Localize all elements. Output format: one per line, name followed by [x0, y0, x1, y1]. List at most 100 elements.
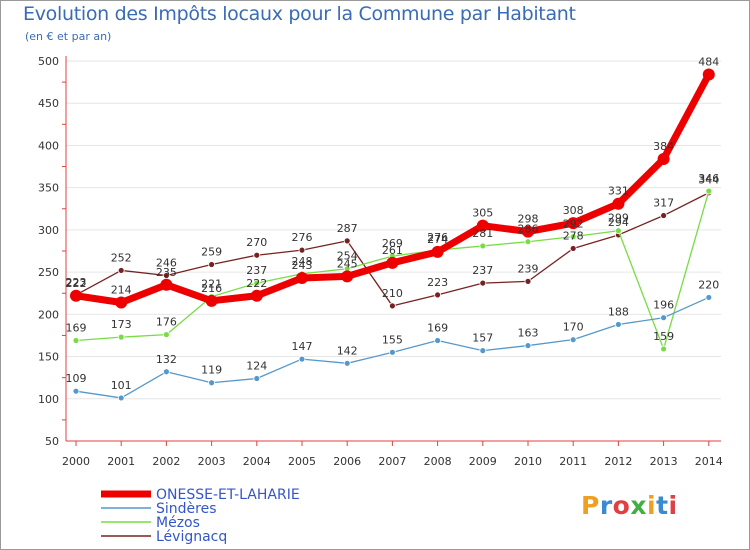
x-tick-label: 2009: [469, 455, 497, 468]
data-label: 270: [246, 236, 267, 249]
series-point: [567, 217, 580, 230]
series-point: [208, 379, 216, 387]
x-tick-label: 2005: [288, 455, 316, 468]
legend-label: Lévignacq: [156, 529, 227, 545]
data-label: 261: [382, 244, 403, 257]
y-tick-label: 250: [38, 266, 59, 279]
data-label: 142: [337, 344, 358, 357]
x-tick-label: 2011: [559, 455, 587, 468]
series-point: [615, 227, 622, 235]
series-point: [298, 246, 306, 254]
series-point: [388, 302, 396, 310]
data-label: 344: [698, 174, 719, 187]
series-point: [162, 368, 170, 376]
x-tick-label: 2010: [514, 455, 542, 468]
series-point: [702, 68, 715, 81]
data-label: 259: [201, 246, 222, 259]
data-label: 305: [472, 207, 493, 220]
y-tick-label: 150: [38, 351, 59, 364]
grid-layer: [66, 60, 721, 442]
series-point: [160, 278, 173, 291]
data-label: 237: [472, 264, 493, 277]
data-label: 220: [698, 278, 719, 291]
data-label: 292: [563, 218, 584, 231]
series-point: [386, 256, 399, 269]
data-label: 269: [382, 237, 403, 250]
series-point: [117, 394, 125, 402]
series-point: [569, 336, 577, 344]
data-label: 235: [156, 266, 177, 279]
series-point: [569, 233, 577, 241]
series-point: [434, 291, 442, 299]
data-label: 299: [608, 212, 629, 225]
series-point: [479, 279, 487, 287]
series-point: [431, 245, 444, 258]
data-label: 278: [563, 229, 584, 242]
data-label: 346: [698, 172, 719, 185]
data-label: 222: [66, 277, 87, 290]
data-label: 188: [608, 305, 629, 318]
series-point: [524, 277, 532, 285]
data-label: 109: [66, 372, 87, 385]
series-point: [479, 242, 487, 250]
data-label: 101: [111, 379, 132, 392]
data-label: 276: [292, 231, 313, 244]
y-tick-label: 200: [38, 308, 59, 321]
axes-layer: 50 100 150 200 250 300 350 400 450 500 2000 2001 200…: [38, 55, 723, 468]
data-label: 254: [337, 250, 358, 263]
series-point: [434, 337, 442, 344]
data-label: 210: [382, 287, 403, 300]
y-tick-label: 100: [38, 393, 59, 406]
data-label: 384: [653, 140, 674, 153]
series-point: [388, 348, 396, 356]
data-label: 237: [246, 264, 267, 277]
series-point: [657, 152, 670, 165]
data-label: 274: [427, 233, 448, 246]
series-point: [250, 289, 263, 302]
data-label: 276: [427, 231, 448, 244]
data-label: 169: [427, 322, 448, 335]
x-tick-label: 2001: [107, 455, 135, 468]
series-point: [524, 342, 532, 349]
data-label: 281: [472, 227, 493, 240]
series-point: [117, 333, 125, 341]
x-tick-label: 2004: [243, 455, 271, 468]
x-tick-label: 2003: [198, 455, 226, 468]
series-point: [705, 187, 713, 195]
data-label: 331: [608, 185, 629, 198]
x-tick-label: 2007: [378, 455, 406, 468]
series-point: [298, 355, 306, 363]
y-tick-label: 350: [38, 182, 59, 195]
series-point: [162, 331, 170, 339]
series-point: [522, 225, 534, 238]
data-label: 157: [472, 332, 493, 345]
data-labels-layer: 223 252 246 259 270 276 287 210 223 237 239 278 294 3…: [66, 56, 720, 392]
data-label: 163: [518, 327, 539, 340]
series-point: [72, 387, 80, 395]
y-tick-label: 500: [38, 55, 59, 68]
legend-label: Sindères: [156, 501, 217, 517]
series-layer: [70, 68, 715, 402]
data-label: 246: [156, 256, 177, 269]
data-label: 294: [608, 216, 629, 229]
data-label: 147: [292, 340, 313, 353]
series-point: [115, 296, 128, 309]
proxiti-logo: Proxiti: [581, 491, 678, 520]
series-point: [343, 359, 351, 367]
series-point: [660, 212, 667, 219]
chart-subtitle: (en € et par an): [25, 30, 112, 43]
x-tick-label: 2012: [604, 455, 632, 468]
data-label: 176: [156, 316, 177, 329]
data-label: 196: [653, 299, 674, 312]
data-label: 159: [653, 330, 674, 343]
data-label: 252: [111, 251, 132, 264]
data-label: 286: [518, 223, 539, 236]
series-point: [612, 197, 625, 210]
series-point: [117, 267, 125, 274]
series-point: [205, 294, 218, 307]
data-label: 214: [111, 284, 132, 297]
legend-label: ONESSE-ET-LAHARIE: [156, 487, 300, 503]
